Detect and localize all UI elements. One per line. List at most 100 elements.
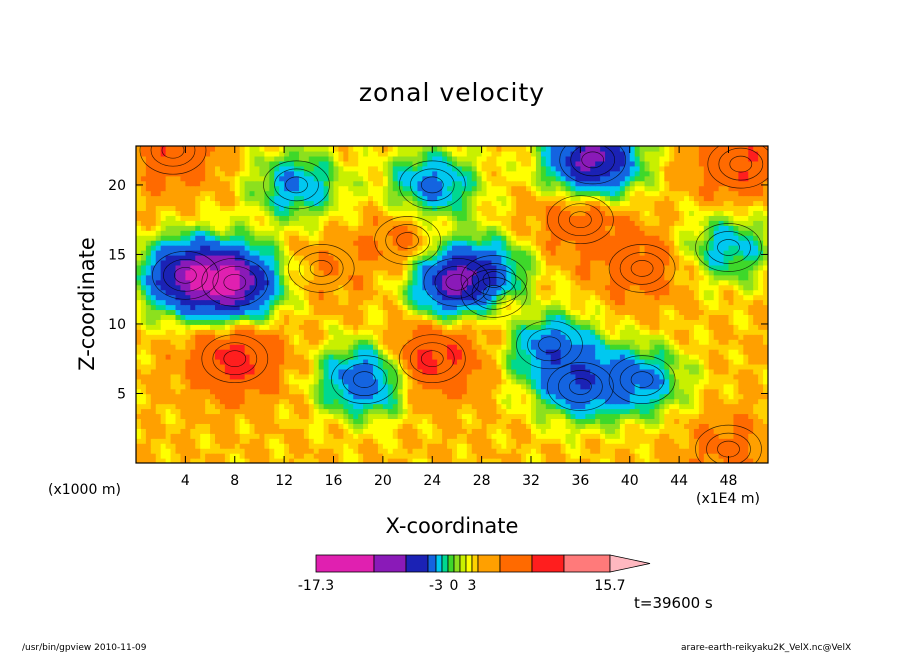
field-cell	[284, 284, 290, 291]
field-cell	[531, 408, 537, 415]
field-cell	[461, 413, 468, 420]
field-cell	[698, 388, 705, 395]
field-cell	[353, 423, 359, 429]
field-cell	[669, 314, 675, 320]
field-cell	[313, 408, 320, 415]
field-cell	[259, 428, 265, 434]
field-cell	[624, 378, 631, 385]
field-cell	[160, 413, 167, 420]
field-cell	[753, 269, 759, 276]
field-cell	[684, 423, 690, 429]
field-cell	[442, 319, 448, 325]
field-cell	[491, 358, 498, 365]
field-cell	[160, 329, 167, 335]
field-cell	[219, 428, 226, 434]
field-cell	[565, 284, 572, 291]
field-cell	[496, 339, 502, 345]
field-cell	[392, 438, 399, 444]
field-cell	[634, 438, 641, 444]
field-cell	[728, 339, 735, 345]
field-cell	[397, 418, 404, 424]
field-cell	[392, 423, 399, 429]
field-cell	[516, 354, 522, 360]
field-cell	[516, 458, 522, 463]
field-cell	[738, 284, 744, 291]
field-cell	[180, 304, 186, 311]
field-cell	[353, 413, 359, 420]
field-cell	[654, 304, 660, 311]
field-cell	[545, 383, 552, 390]
field-cell	[590, 299, 596, 306]
field-cell	[303, 383, 310, 390]
field-cell	[215, 423, 221, 429]
field-cell	[580, 334, 586, 340]
field-cell	[452, 309, 458, 315]
field-cell	[382, 443, 389, 449]
field-cell	[728, 393, 735, 400]
field-cell	[535, 274, 542, 281]
field-cell	[614, 443, 621, 449]
field-cell	[718, 319, 725, 325]
field-cell	[624, 334, 631, 340]
field-cell	[703, 398, 710, 405]
field-cell	[382, 403, 389, 410]
field-cell	[303, 433, 310, 439]
field-cell	[471, 344, 478, 350]
field-cell	[298, 423, 305, 429]
field-cell	[456, 324, 463, 330]
field-cell	[763, 403, 768, 410]
field-cell	[274, 368, 280, 375]
field-cell	[318, 368, 325, 375]
field-cell	[595, 284, 601, 291]
field-cell	[338, 413, 344, 420]
field-cell	[387, 294, 394, 301]
field-cell	[535, 329, 542, 335]
field-cell	[501, 269, 507, 276]
field-cell	[284, 339, 290, 345]
field-cell	[614, 284, 621, 291]
field-cell	[496, 289, 502, 296]
field-cell	[136, 289, 142, 296]
field-cell	[308, 398, 315, 405]
field-cell	[659, 438, 665, 444]
field-cell	[234, 373, 241, 380]
field-cell	[215, 309, 221, 315]
field-cell	[481, 274, 488, 281]
field-cell	[684, 373, 690, 380]
field-cell	[669, 299, 675, 306]
field-cell	[224, 393, 231, 400]
field-cell	[397, 363, 404, 370]
field-cell	[224, 363, 231, 370]
field-cell	[605, 458, 611, 463]
field-cell	[412, 388, 419, 395]
field-cell	[763, 279, 768, 286]
field-cell	[629, 304, 636, 311]
field-cell	[185, 304, 191, 311]
field-cell	[343, 443, 349, 449]
field-cell	[605, 354, 611, 360]
field-cell	[461, 423, 468, 429]
field-cell	[452, 413, 458, 420]
field-cell	[170, 438, 177, 444]
field-cell	[481, 393, 488, 400]
field-cell	[219, 408, 226, 415]
field-cell	[506, 423, 512, 429]
field-cell	[150, 438, 157, 444]
field-cell	[170, 413, 177, 420]
field-cell	[555, 324, 562, 330]
field-cell	[619, 403, 626, 410]
field-cell	[313, 443, 320, 449]
field-cell	[758, 289, 764, 296]
field-cell	[486, 279, 493, 286]
field-cell	[323, 403, 330, 410]
field-cell	[363, 423, 369, 429]
field-cell	[674, 314, 680, 320]
field-cell	[718, 403, 725, 410]
field-cell	[664, 299, 670, 306]
field-cell	[437, 383, 443, 390]
field-cell	[303, 284, 310, 291]
field-cell	[279, 458, 285, 463]
field-cell	[422, 269, 428, 276]
field-cell	[363, 438, 369, 444]
field-cell	[521, 393, 527, 400]
